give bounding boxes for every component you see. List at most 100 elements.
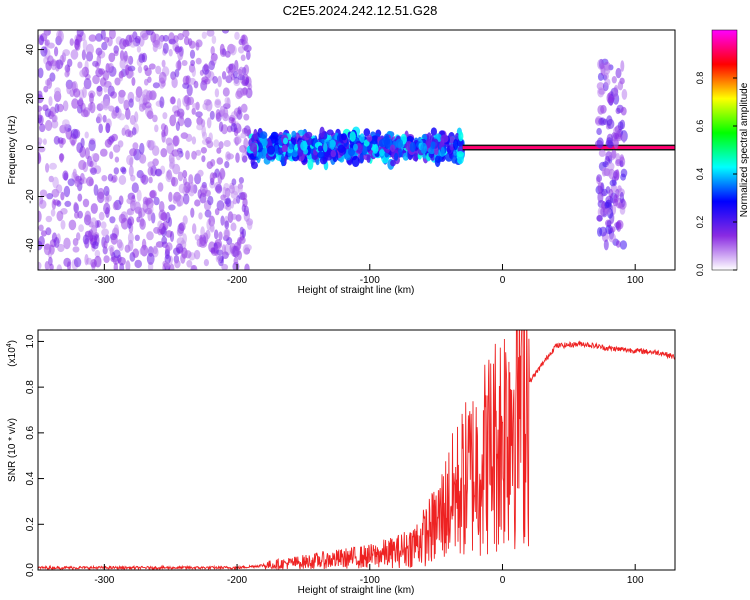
heatmap-cell xyxy=(206,30,215,37)
heatmap-cell xyxy=(215,184,223,194)
heatmap-cell xyxy=(434,155,441,168)
heatmap-cell xyxy=(45,163,50,173)
heatmap-cell xyxy=(240,103,248,113)
heatmap-cell xyxy=(317,145,323,152)
heatmap-cell xyxy=(46,193,54,200)
heatmap-cell xyxy=(610,226,616,233)
heatmap-cell xyxy=(38,235,45,247)
heatmap-cell xyxy=(141,174,149,185)
heatmap-cell xyxy=(290,137,297,146)
heatmap-cell xyxy=(216,200,225,211)
heatmap-cell xyxy=(330,149,337,158)
snr-panel: -300 -200 -100 0 100 0.0 0.2 0.4 0.6 0.8 1.0 Heigh… xyxy=(6,329,676,596)
heatmap-cell xyxy=(109,151,114,160)
heatmap-cell xyxy=(79,69,87,78)
heatmap-cell xyxy=(110,233,118,245)
heatmap-cell xyxy=(235,152,240,163)
heatmap-cell xyxy=(291,130,297,138)
heatmap-cell xyxy=(233,79,241,87)
heatmap-cell xyxy=(184,117,192,128)
heatmap-cell xyxy=(77,61,83,69)
heatmap-cell xyxy=(82,198,90,208)
x-tick-label: -200 xyxy=(227,575,247,586)
heatmap-cell xyxy=(606,137,613,147)
heatmap-cell xyxy=(613,126,619,136)
heatmap-cell xyxy=(64,70,70,78)
y-tick-label: 1.0 xyxy=(25,334,36,348)
heatmap-cell xyxy=(73,201,78,212)
heatmap-cell xyxy=(161,212,168,222)
heatmap-cell xyxy=(430,127,437,136)
heatmap-cell xyxy=(329,139,336,150)
colorbar-tick-label: 0.4 xyxy=(695,168,705,181)
heatmap-cell xyxy=(104,36,110,43)
heatmap-cell xyxy=(196,123,204,131)
heatmap-cell xyxy=(207,195,214,206)
heatmap-cell xyxy=(233,257,239,266)
heatmap-cell xyxy=(235,135,242,144)
heatmap-cell xyxy=(136,216,141,223)
heatmap-cell xyxy=(440,146,445,157)
heatmap-cell xyxy=(106,63,113,72)
heatmap-cell xyxy=(101,41,108,51)
heatmap-cell xyxy=(242,244,250,255)
heatmap-cell xyxy=(119,38,127,50)
heatmap-cell xyxy=(66,83,71,95)
heatmap-cell xyxy=(229,184,235,194)
heatmap-cell xyxy=(267,145,275,155)
colorbar-tick-label: 0.8 xyxy=(695,72,705,85)
heatmap-cell xyxy=(230,222,237,232)
heatmap-cell xyxy=(243,44,252,53)
heatmap-cell xyxy=(146,252,155,265)
snr-frame xyxy=(37,329,676,571)
heatmap-cell xyxy=(89,160,94,168)
heatmap-cell xyxy=(134,259,142,269)
heatmap-cell xyxy=(230,122,238,133)
heatmap-cell xyxy=(119,58,126,70)
heatmap-cell xyxy=(220,170,226,178)
heatmap-cell xyxy=(597,59,604,70)
heatmap-cell xyxy=(168,191,173,202)
heatmap-cell xyxy=(90,217,97,229)
heatmap-cell xyxy=(359,152,365,164)
heatmap-cell xyxy=(283,137,288,145)
heatmap-cell xyxy=(118,256,126,266)
heatmap-cell xyxy=(43,243,51,250)
heatmap-cell xyxy=(91,153,100,160)
heatmap-cell xyxy=(216,147,222,154)
heatmap-cell xyxy=(223,140,231,147)
heatmap-cell xyxy=(129,41,137,48)
heatmap-cell xyxy=(619,119,626,130)
heatmap-cell xyxy=(191,150,197,160)
heatmap-cell xyxy=(130,174,136,182)
heatmap-cell xyxy=(39,189,48,197)
heatmap-cell xyxy=(73,257,82,268)
heatmap-region-0 xyxy=(38,30,254,270)
heatmap-cell xyxy=(57,243,65,253)
heatmap-cell xyxy=(182,75,190,86)
heatmap-cell xyxy=(171,177,179,187)
heatmap-cell xyxy=(119,50,125,61)
heatmap-cell xyxy=(607,162,615,171)
heatmap-cell xyxy=(244,263,250,270)
heatmap-cell xyxy=(185,103,190,111)
heatmap-cell xyxy=(141,238,147,251)
heatmap-cell xyxy=(113,262,118,270)
heatmap-cell xyxy=(210,46,215,56)
heatmap-cell xyxy=(127,65,136,72)
heatmap-cell xyxy=(44,108,52,118)
heatmap-cell xyxy=(126,154,134,166)
heatmap-cell xyxy=(103,255,110,263)
heatmap-cell xyxy=(213,139,220,148)
heatmap-cell xyxy=(620,168,628,178)
heatmap-cell xyxy=(64,200,72,207)
heatmap-cell xyxy=(243,64,250,75)
heatmap-cell xyxy=(598,88,606,95)
heatmap-cell xyxy=(88,34,97,42)
heatmap-cell xyxy=(617,81,624,91)
heatmap-cell xyxy=(158,71,167,84)
carrier-line xyxy=(462,146,675,150)
heatmap-cell xyxy=(115,105,120,113)
heatmap-cell xyxy=(220,215,225,226)
y-tick-label: 0.4 xyxy=(25,471,36,485)
